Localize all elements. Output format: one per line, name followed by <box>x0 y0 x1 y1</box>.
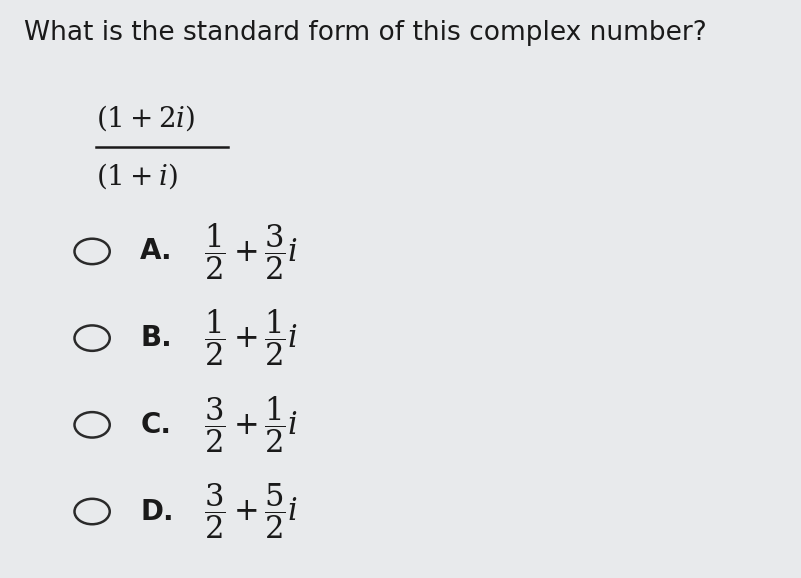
Text: B.: B. <box>140 324 172 352</box>
Text: What is the standard form of this complex number?: What is the standard form of this comple… <box>24 20 706 46</box>
Text: D.: D. <box>140 498 174 525</box>
Text: $(1 + 2i)$: $(1 + 2i)$ <box>96 103 195 134</box>
Text: $(1 + i)$: $(1 + i)$ <box>96 161 178 191</box>
Text: $\dfrac{3}{2} + \dfrac{1}{2}i$: $\dfrac{3}{2} + \dfrac{1}{2}i$ <box>204 395 298 455</box>
Text: $\dfrac{1}{2} + \dfrac{3}{2}i$: $\dfrac{1}{2} + \dfrac{3}{2}i$ <box>204 221 298 281</box>
Text: $\dfrac{3}{2} + \dfrac{5}{2}i$: $\dfrac{3}{2} + \dfrac{5}{2}i$ <box>204 481 298 542</box>
Text: $\dfrac{1}{2} + \dfrac{1}{2}i$: $\dfrac{1}{2} + \dfrac{1}{2}i$ <box>204 308 298 368</box>
Text: A.: A. <box>140 238 173 265</box>
Text: C.: C. <box>140 411 171 439</box>
